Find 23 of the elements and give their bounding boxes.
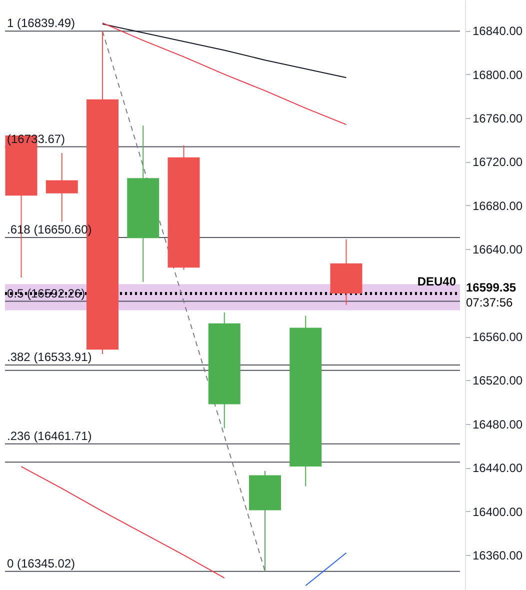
ref-line-label: .382 (16533.91)	[7, 350, 92, 364]
ref-line-label: 16599.35	[466, 280, 516, 295]
ref-line-label: 0.5 (16592.26)	[7, 286, 86, 300]
line-series	[102, 30, 266, 572]
line-series	[102, 24, 347, 78]
ref-line-label: .236 (16461.71)	[7, 428, 92, 443]
y-tick-label: 16520.00	[472, 374, 523, 388]
text: 07:37:56	[466, 296, 514, 310]
ref-line-label: 0 (16345.02)	[7, 556, 76, 570]
y-tick-label: 16560.00	[472, 330, 523, 344]
y-tick-label: 16840.00	[472, 24, 523, 38]
y-tick-label: 16760.00	[472, 112, 523, 126]
y-tick-label: 16720.00	[472, 155, 523, 170]
y-tick-label: 16800.00	[472, 68, 523, 82]
line-series	[102, 22, 347, 126]
y-tick-label: 16640.00	[472, 242, 523, 257]
y-tick-label: 16360.00	[472, 548, 523, 563]
annotation: DEU40	[417, 274, 456, 289]
y-tick-label: 16680.00	[472, 198, 523, 213]
y-tick-label: 16400.00	[472, 504, 523, 519]
y-tick-label: 16480.00	[472, 417, 523, 432]
ref-line-label: 1 (16839.49)	[7, 16, 76, 30]
y-tick-label: 16440.00	[472, 461, 523, 476]
